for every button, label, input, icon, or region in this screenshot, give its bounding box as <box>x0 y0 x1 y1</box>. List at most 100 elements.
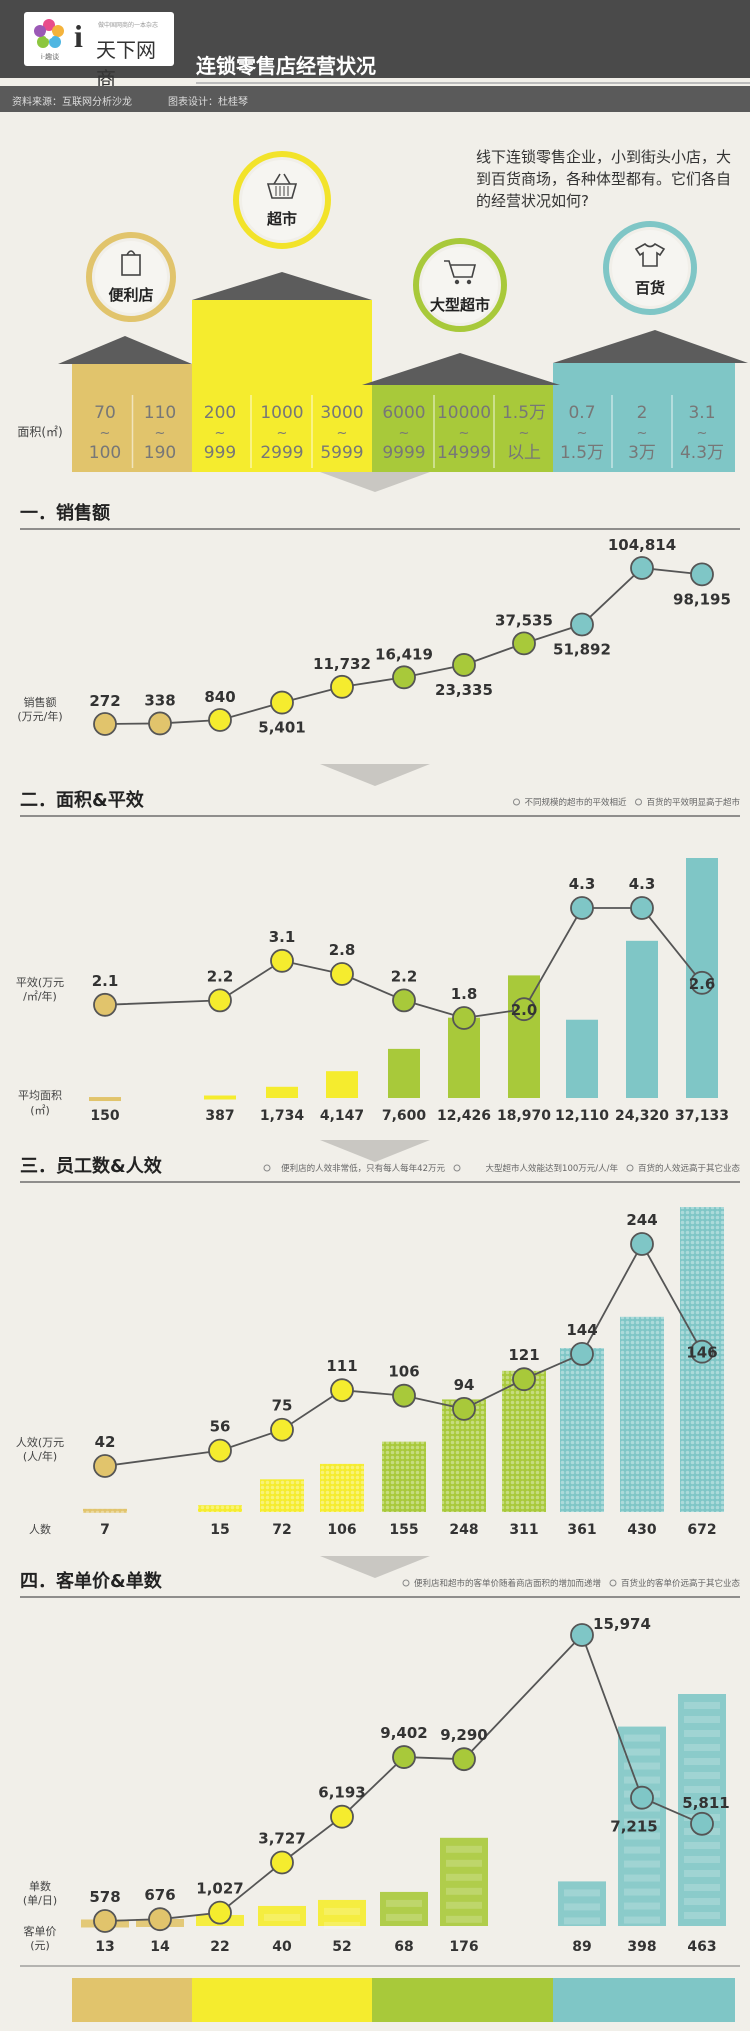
section-note: 大型超市人效能达到100万元/人/年 <box>486 1163 619 1174</box>
section-chevron <box>320 1140 430 1162</box>
area-range-from: 3.1 <box>688 403 715 423</box>
banknote-texture <box>446 1873 482 1881</box>
data-point <box>270 1850 294 1875</box>
staff-count-label: 15 <box>210 1522 229 1538</box>
area-bar <box>508 975 540 1098</box>
data-point <box>208 1900 232 1925</box>
banknote-texture <box>264 1913 300 1921</box>
data-point <box>630 896 654 920</box>
section-sales: 一．销售额 <box>20 502 740 530</box>
sales-axis-label: (万元/年) <box>17 709 62 723</box>
banknote-texture <box>324 1907 360 1915</box>
data-point <box>93 1909 117 1933</box>
data-label: 42 <box>95 1433 116 1451</box>
data-point <box>93 712 117 736</box>
area-range-from: 110 <box>144 403 176 423</box>
data-point <box>392 988 416 1013</box>
area-value-label: 4,147 <box>320 1108 364 1124</box>
note-bullet-icon <box>609 1579 617 1587</box>
data-label: 9,290 <box>440 1726 487 1744</box>
data-point <box>512 997 536 1022</box>
data-label: 104,814 <box>608 536 676 554</box>
ticket-bar <box>678 1694 726 1926</box>
banknote-texture <box>684 1884 720 1891</box>
banknote-texture <box>684 1786 720 1793</box>
banknote-texture <box>564 1889 600 1897</box>
ticket-value-label: 68 <box>394 1939 413 1955</box>
staff-efficiency-axis-label: 人效(万元 <box>16 1435 64 1449</box>
footer-color-strip <box>553 1978 735 2022</box>
banknote-texture <box>624 1874 660 1882</box>
area-range-from: 70 <box>94 403 116 423</box>
section-note: 百货业的客单价远高于其它业态 <box>621 1578 741 1589</box>
data-point <box>330 1378 354 1403</box>
banknote-texture <box>624 1832 660 1840</box>
data-point <box>690 1811 714 1836</box>
data-point <box>270 1417 294 1442</box>
data-point <box>208 708 232 732</box>
data-point <box>630 1785 654 1810</box>
header-bar: i·趣谈 i 做中国网商的一本杂志 天下网商 连锁零售店经营状况 <box>0 0 750 91</box>
data-point <box>570 612 594 637</box>
section-note: 便利店和超市的客单价随着商店面积的增加而递增 <box>414 1578 601 1589</box>
data-label: 338 <box>144 691 175 709</box>
data-label: 6,193 <box>318 1784 365 1802</box>
data-point <box>570 896 594 920</box>
banknote-texture <box>624 1846 660 1854</box>
staff-count-label: 106 <box>327 1522 356 1538</box>
banknote-texture <box>446 1887 482 1895</box>
logo-brand: 天下网商 <box>96 38 156 91</box>
data-label: 7,215 <box>610 1818 657 1836</box>
banknote-texture <box>684 1800 720 1807</box>
data-label: 111 <box>326 1357 357 1375</box>
ticket-value-label: 89 <box>572 1939 591 1955</box>
section-title: 三．员工数&人效 <box>20 1155 163 1177</box>
shirt-body <box>634 243 666 267</box>
area-range-to: 1.5万 <box>560 443 604 463</box>
area-bar <box>626 940 658 1098</box>
data-label: 1,027 <box>196 1880 243 1898</box>
basket-icon <box>266 173 298 199</box>
section-note: 百货的人效远高于其它业态 <box>638 1163 741 1174</box>
section-note: 百货的平效明显高于超市 <box>646 797 740 808</box>
badge-便利店: 便利店 <box>86 232 176 322</box>
area-value-label: 24,320 <box>615 1108 669 1124</box>
area-axis-label: 面积(㎡) <box>17 425 62 439</box>
banknote-texture <box>624 1818 660 1826</box>
banknote-texture <box>624 1776 660 1784</box>
orders-axis-label: 单数 <box>29 1880 51 1893</box>
area-range-to: 14999 <box>437 443 491 463</box>
staff-efficiency-axis-label: (人/年) <box>23 1449 57 1463</box>
logo[interactable]: i·趣谈 i 做中国网商的一本杂志 天下网商 <box>24 12 174 91</box>
area-axis-label: 平均面积 <box>18 1089 62 1102</box>
section-chevron <box>320 1556 430 1578</box>
area-range-from: 1.5万 <box>502 403 546 423</box>
banknote-texture <box>684 1912 720 1919</box>
chart-ticket: 13 14 22 40 52 68 176 89 398 463 单数(单/日) 客单价(元) 578 6… <box>23 1615 730 1955</box>
badge-label: 超市 <box>266 210 297 228</box>
data-label: 2.2 <box>207 967 234 985</box>
banknote-texture <box>564 1917 600 1925</box>
data-label: 578 <box>89 1888 120 1906</box>
area-range-to: 5999 <box>320 443 363 463</box>
area-range-to: 9999 <box>382 443 425 463</box>
roof-convenience <box>58 336 192 364</box>
ticket-bar <box>440 1837 488 1926</box>
data-label: 37,535 <box>495 611 553 629</box>
banknote-texture <box>684 1744 720 1751</box>
data-point <box>512 1367 536 1392</box>
area-bar <box>388 1048 420 1098</box>
staff-bar-texture <box>382 1441 426 1512</box>
building-超市 <box>192 300 372 472</box>
logo-small-text: i·趣谈 <box>40 53 60 61</box>
data-point <box>208 1438 232 1463</box>
area-range-from: 2 <box>637 403 648 423</box>
staff-count-label: 311 <box>509 1522 538 1538</box>
banknote-texture <box>684 1898 720 1905</box>
data-point <box>452 1747 476 1772</box>
area-bar <box>448 1017 480 1098</box>
section-title: 四．客单价&单数 <box>20 1570 163 1592</box>
data-point <box>570 1342 594 1366</box>
